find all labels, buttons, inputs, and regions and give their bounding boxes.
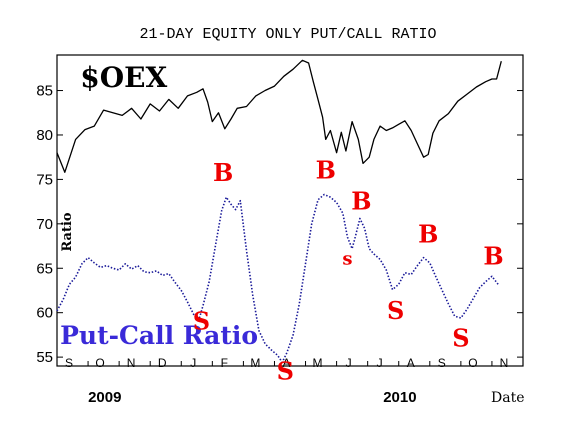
buy-signal-label: B	[213, 158, 233, 187]
y-tick-label: 70	[36, 216, 53, 233]
x-tick-label: M	[250, 356, 260, 370]
x-axis-label: Date	[491, 390, 524, 406]
x-tick-label: O	[95, 356, 104, 370]
oex-price-line	[56, 59, 502, 173]
y-tick-label: 55	[36, 349, 53, 366]
y-tick-label: 80	[36, 127, 53, 144]
y-axis-label: Ratio	[60, 212, 75, 251]
x-tick-label: S	[438, 356, 446, 370]
x-tick-label: J	[190, 356, 196, 370]
sell-signal-label: S	[387, 296, 404, 325]
sell-signal-label: S	[277, 356, 294, 385]
put-call-ratio-label: Put-Call Ratio	[60, 321, 258, 350]
x-tick-label: S	[65, 356, 73, 370]
sell-signal-label: S	[193, 307, 210, 336]
x-tick-label: O	[468, 356, 477, 370]
sell-signal-label: S	[452, 323, 469, 352]
year-label: 2009	[88, 389, 121, 406]
plot-frame	[56, 54, 524, 367]
y-tick-label: 75	[36, 171, 53, 188]
y-axis: 55 60 65 70 75 80 85	[36, 83, 523, 366]
x-tick-label: N	[127, 356, 136, 370]
x-tick-label: J	[377, 356, 383, 370]
x-tick-label: J	[346, 356, 352, 370]
x-tick-label: A	[282, 356, 290, 370]
buy-signal-label: B	[483, 242, 503, 271]
x-tick-label: N	[500, 356, 509, 370]
y-tick-label: 65	[36, 260, 53, 277]
buy-signal-label: B	[351, 187, 371, 216]
x-tick-label: M	[313, 356, 323, 370]
year-label: 2010	[383, 389, 416, 406]
oex-label: $OEX	[80, 61, 167, 94]
y-tick-label: 60	[36, 305, 53, 322]
x-tick-label: A	[407, 356, 415, 370]
chart-title: 21-DAY EQUITY ONLY PUT/CALL RATIO	[139, 26, 436, 43]
x-tick-label: D	[158, 356, 167, 370]
y-tick-label: 85	[36, 83, 53, 100]
buy-signal-label: B	[418, 219, 438, 248]
buy-signal-label: B	[316, 156, 336, 185]
series-layer	[56, 59, 502, 364]
sell-signal-label: s	[342, 249, 352, 270]
x-tick-label: F	[221, 356, 228, 370]
